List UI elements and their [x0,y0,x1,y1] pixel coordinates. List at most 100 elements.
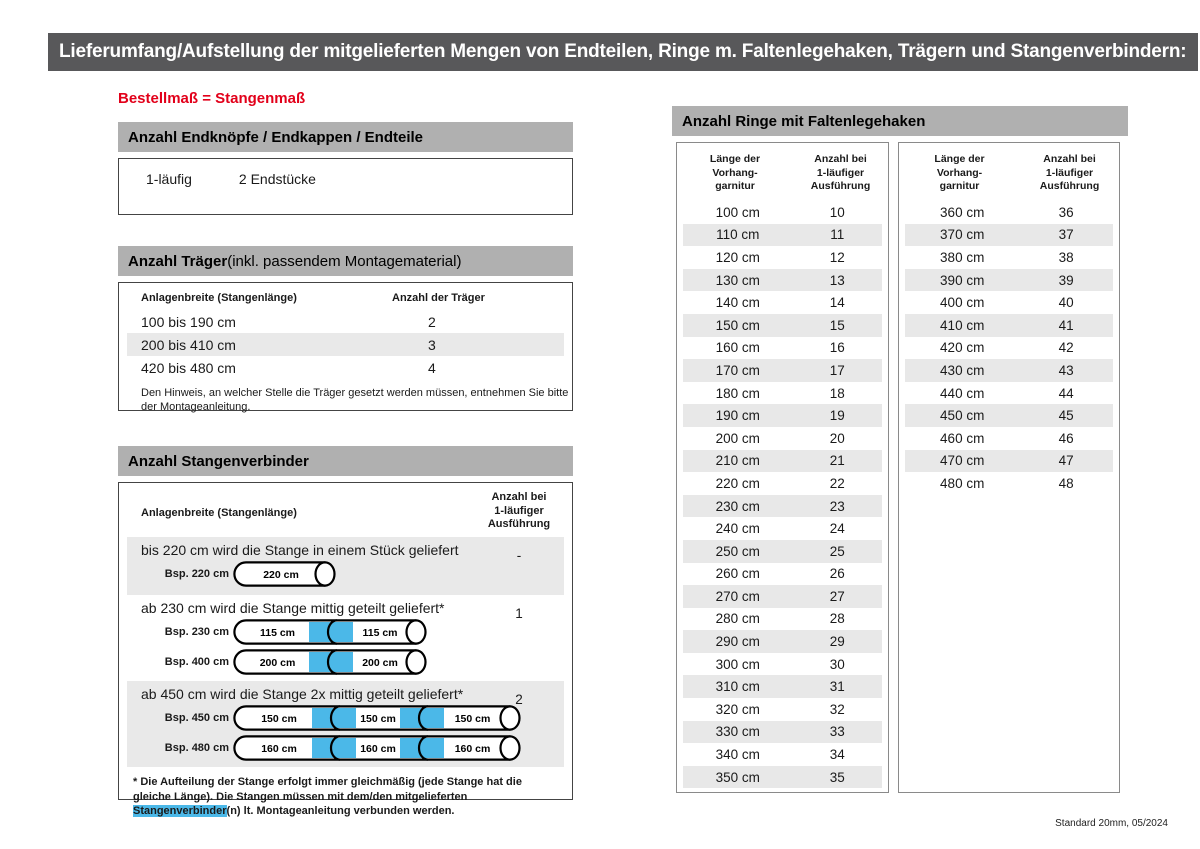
section-header-traeger-rest: (inkl. passendem Montagematerial) [227,252,462,270]
rod-connector [400,708,444,728]
rod-diagram: 160 cm 160 cm 160 cm [233,735,521,761]
ring-length-cell: 160 cm [715,340,760,356]
rod-connector [312,708,356,728]
ring-count-cell: 10 [829,204,845,220]
ring-length-cell: 390 cm [940,272,985,288]
ring-length-cell: 110 cm [716,227,760,243]
footnote-text-pre: * Die Aufteilung der Stange erfolgt imme… [133,776,522,803]
ring-count-cell: 34 [829,747,845,763]
ring-length-cell: 130 cm [715,272,760,288]
ringe-table-right-box: Länge der Vorhang- garnitur Anzahl bei 1… [898,142,1120,793]
table-row: 260 cm 26 [683,563,882,586]
table-row: 280 cm 28 [683,608,882,631]
ring-length-cell: 320 cm [715,701,760,717]
ring-length-cell: 150 cm [715,317,760,333]
ring-count-cell: 27 [829,588,845,604]
ring-count-cell: 19 [829,408,845,424]
footnote-highlight: Stangenverbinder [133,805,227,817]
ring-length-cell: 410 cm [940,317,985,333]
verbinder-group-3-text: ab 450 cm wird die Stange 2x mittig gete… [141,686,464,702]
ring-length-cell: 230 cm [715,498,760,514]
ring-count-cell: 43 [1058,362,1074,378]
verbinder-group-1-count: - [516,548,522,563]
ring-length-cell: 170 cm [715,362,760,378]
verbinder-group-2-count: 1 [515,606,523,621]
verbinder-group-3-count: 2 [515,692,523,707]
table-row: 210 cm 21 [683,449,882,473]
rod-example-label: Bsp. 480 cm [164,742,229,754]
rod-example-label: Bsp. 400 cm [164,656,229,668]
ring-length-cell: 270 cm [715,588,760,604]
ring-count-cell: 24 [829,521,845,537]
ring-count-cell: 15 [829,317,845,333]
rod-example-label: Bsp. 450 cm [164,712,229,724]
ringe-table-right: 360 cm 36 370 cm 37 380 cm 38 390 cm 39 [905,201,1113,495]
table-row: 190 cm 19 [683,404,882,427]
table-row: 180 cm 18 [683,382,882,405]
ring-length-cell: 470 cm [940,453,985,469]
ring-length-cell: 440 cm [940,385,985,401]
ringe-table-left: 100 cm 10 110 cm 11 120 cm 12 130 cm 13 [683,201,882,789]
ring-length-cell: 380 cm [940,249,985,265]
section-header-endteile: Anzahl Endknöpfe / Endkappen / Endteile [118,122,573,152]
section-header-verbinder-label: Anzahl Stangenverbinder [128,452,309,470]
rod-segment-label: 160 cm [261,743,297,755]
table-row: 270 cm 27 [683,585,882,608]
ring-length-cell: 370 cm [940,227,985,243]
ring-count-cell: 39 [1058,272,1074,288]
ring-length-cell: 180 cm [715,385,760,401]
ringe-left-col2-header: Anzahl bei 1-läufiger Ausführung [810,153,871,192]
ring-count-cell: 30 [829,656,845,672]
ring-length-cell: 120 cm [715,249,760,265]
table-row: 470 cm 47 [905,449,1113,473]
table-row: 230 cm 23 [683,494,882,518]
ring-length-cell: 290 cm [715,634,760,650]
ring-length-cell: 460 cm [940,430,985,446]
traeger-table: 100 bis 190 cm 2 200 bis 410 cm 3 420 bi… [119,310,572,379]
rod-segment-label: 150 cm [261,713,297,725]
traeger-range-cell: 100 bis 190 cm [141,313,236,330]
ring-length-cell: 350 cm [715,769,760,785]
verbinder-group-1-head: bis 220 cm wird die Stange in einem Stüc… [127,540,564,563]
ring-length-cell: 100 cm [715,204,760,220]
section-header-ringe: Anzahl Ringe mit Faltenlegehaken [672,106,1128,136]
rod-connector [309,652,353,672]
ring-length-cell: 220 cm [715,475,760,491]
table-row: 480 cm 48 [905,472,1113,495]
ring-length-cell: 250 cm [715,543,760,559]
rod-segment-label: 160 cm [455,743,491,755]
rod-diagram: 150 cm 150 cm 150 cm [233,705,521,731]
footnote-text-post: (n) lt. Montageanleitung verbunden werde… [226,805,455,817]
ring-length-cell: 280 cm [715,611,760,627]
section-header-traeger: Anzahl Träger (inkl. passendem Montagema… [118,246,573,276]
ring-count-cell: 12 [829,249,845,265]
table-row: 120 cm 12 [683,246,882,269]
verbinder-group-1-examples: Bsp. 220 cm 220 cm [127,560,564,590]
ring-count-cell: 44 [1058,385,1074,401]
ringe-right-header: Länge der Vorhang- garnitur Anzahl bei 1… [899,143,1119,199]
section-header-ringe-label: Anzahl Ringe mit Faltenlegehaken [682,112,926,130]
ring-length-cell: 340 cm [715,747,760,763]
table-row: 310 cm 31 [683,675,882,699]
rod-example-label: Bsp. 230 cm [164,626,229,638]
footer-version-label: Standard 20mm, 05/2024 [1055,818,1168,829]
table-row: 110 cm 11 [683,223,882,247]
rod-segment-label: 115 cm [362,627,397,639]
table-row: 140 cm 14 [683,291,882,314]
table-row: 220 cm 22 [683,472,882,495]
ring-length-cell: 210 cm [715,453,760,469]
table-row: 360 cm 36 [905,201,1113,224]
ring-count-cell: 45 [1058,408,1074,424]
verbinder-group-1-text: bis 220 cm wird die Stange in einem Stüc… [141,542,459,558]
ring-count-cell: 38 [1058,249,1074,265]
section-header-endteile-label: Anzahl Endknöpfe / Endkappen / Endteile [128,128,424,146]
verbinder-box: Anlagenbreite (Stangenlänge) Anzahl bei … [118,482,573,817]
table-row: 380 cm 38 [905,246,1113,269]
endteile-row: 1-läufig 2 Endstücke [119,159,572,187]
ring-count-cell: 25 [829,543,845,559]
ring-length-cell: 430 cm [940,362,985,378]
rod-segment-label: 200 cm [362,657,398,669]
table-row: 350 cm 35 [683,765,882,789]
verbinder-col2-header: Anzahl bei 1-läufiger Ausführung [487,491,551,530]
table-row: 420 cm 42 [905,337,1113,360]
